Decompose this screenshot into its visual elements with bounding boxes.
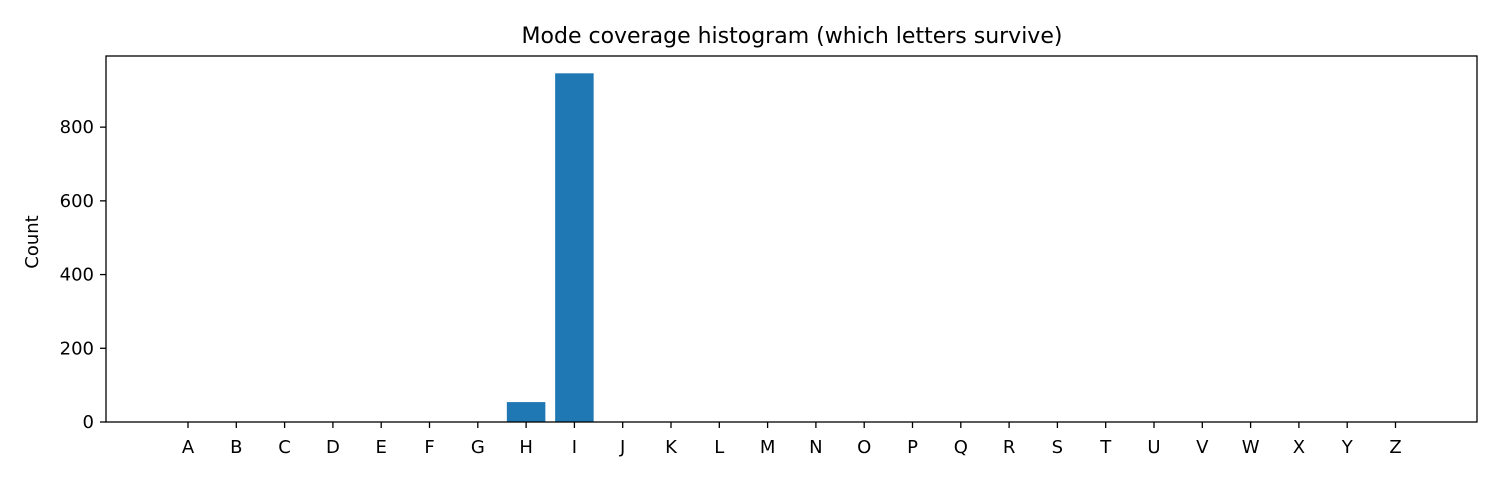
- x-tick-label-M: M: [760, 437, 776, 458]
- y-tick-label-400: 400: [60, 265, 94, 286]
- x-tick-label-K: K: [665, 437, 678, 458]
- x-tick-label-P: P: [907, 437, 918, 458]
- x-tick-label-J: J: [619, 437, 625, 458]
- x-tick-label-V: V: [1196, 437, 1209, 458]
- y-axis-ticks: 0 200 400 600 800: [60, 117, 106, 433]
- bar-I: [555, 73, 594, 422]
- y-tick-label-600: 600: [60, 191, 94, 212]
- x-tick-label-I: I: [572, 437, 577, 458]
- y-tick-label-800: 800: [60, 117, 94, 138]
- x-tick-label-X: X: [1293, 437, 1305, 458]
- x-tick-label-A: A: [182, 437, 195, 458]
- x-tick-label-L: L: [714, 437, 724, 458]
- x-tick-label-D: D: [326, 437, 340, 458]
- x-tick-label-G: G: [471, 437, 485, 458]
- x-tick-label-R: R: [1003, 437, 1016, 458]
- x-tick-label-T: T: [1099, 437, 1112, 458]
- x-tick-label-U: U: [1147, 437, 1160, 458]
- x-tick-label-E: E: [376, 437, 387, 458]
- bars-group: [506, 73, 594, 422]
- x-tick-label-F: F: [424, 437, 434, 458]
- x-axis-ticks: A B C D E F G H I J K L M N O P Q R S T U V W X Y Z: [182, 422, 1402, 458]
- chart-title: Mode coverage histogram (which letters s…: [522, 24, 1063, 49]
- x-tick-label-N: N: [809, 437, 822, 458]
- axes-frame: [105, 55, 1478, 423]
- x-tick-label-H: H: [519, 437, 533, 458]
- x-tick-label-O: O: [857, 437, 871, 458]
- x-tick-label-Z: Z: [1389, 437, 1401, 458]
- y-tick-label-0: 0: [83, 412, 94, 433]
- x-tick-label-B: B: [230, 437, 242, 458]
- x-tick-label-Q: Q: [954, 437, 968, 458]
- x-tick-label-S: S: [1052, 437, 1063, 458]
- x-tick-label-W: W: [1242, 437, 1260, 458]
- x-tick-label-C: C: [278, 437, 291, 458]
- bar-H: [506, 402, 546, 422]
- y-tick-label-200: 200: [60, 338, 94, 359]
- x-tick-label-Y: Y: [1341, 437, 1354, 458]
- y-axis-label: Count: [22, 215, 43, 268]
